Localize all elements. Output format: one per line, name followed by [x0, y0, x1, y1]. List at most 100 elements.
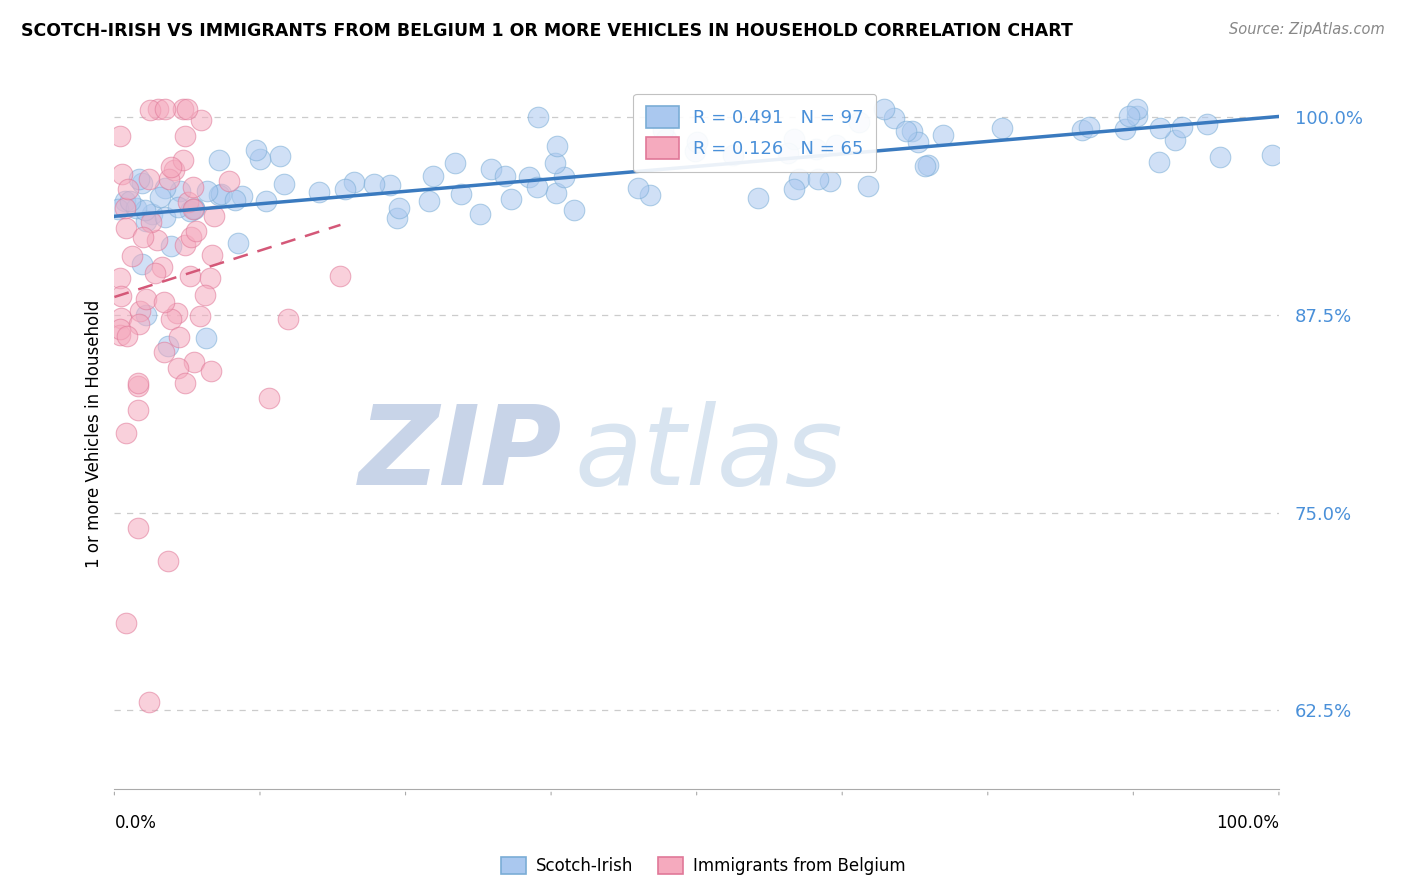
Point: [115, 221, 138, 235]
Point: [494, 169, 516, 183]
Point: [308, 185, 330, 199]
Point: [444, 156, 467, 170]
Point: [422, 169, 444, 184]
Point: [333, 182, 356, 196]
Point: [114, 194, 136, 209]
Point: [120, 194, 142, 209]
Point: [804, 142, 827, 156]
Point: [172, 102, 194, 116]
Point: [114, 201, 136, 215]
Text: SCOTCH-IRISH VS IMMIGRANTS FROM BELGIUM 1 OR MORE VEHICLES IN HOUSEHOLD CORRELAT: SCOTCH-IRISH VS IMMIGRANTS FROM BELGIUM …: [21, 22, 1073, 40]
Point: [627, 181, 650, 195]
Point: [231, 189, 253, 203]
Point: [782, 182, 804, 196]
Point: [806, 172, 828, 186]
Point: [110, 322, 132, 336]
Point: [499, 192, 522, 206]
Text: 100.0%: 100.0%: [1216, 814, 1279, 832]
Point: [198, 271, 221, 285]
Point: [1149, 120, 1171, 135]
Point: [652, 123, 675, 137]
Point: [146, 233, 169, 247]
Point: [218, 174, 240, 188]
Point: [527, 110, 550, 124]
Point: [873, 102, 896, 116]
Point: [183, 201, 205, 215]
Point: [156, 339, 179, 353]
Point: [388, 201, 411, 215]
Point: [138, 172, 160, 186]
Point: [176, 102, 198, 116]
Point: [468, 207, 491, 221]
Point: [117, 182, 139, 196]
Point: [901, 124, 924, 138]
Point: [127, 379, 149, 393]
Point: [127, 376, 149, 390]
Point: [1261, 147, 1284, 161]
Point: [110, 327, 132, 342]
Point: [160, 312, 183, 326]
Point: [110, 128, 132, 143]
Point: [125, 201, 148, 215]
Point: [343, 175, 366, 189]
Point: [115, 426, 138, 441]
Point: [180, 230, 202, 244]
Point: [201, 248, 224, 262]
Point: [208, 187, 231, 202]
Point: [450, 186, 472, 201]
Point: [131, 257, 153, 271]
Point: [818, 173, 841, 187]
Point: [135, 214, 157, 228]
Point: [858, 179, 880, 194]
Point: [129, 303, 152, 318]
Point: [160, 160, 183, 174]
Point: [188, 309, 211, 323]
Point: [778, 145, 800, 160]
Point: [273, 177, 295, 191]
Point: [202, 209, 225, 223]
Point: [1147, 155, 1170, 169]
Point: [226, 235, 249, 250]
Point: [896, 124, 918, 138]
Point: [1197, 117, 1219, 131]
Point: [517, 169, 540, 184]
Point: [914, 159, 936, 173]
Point: [110, 310, 132, 325]
Point: [163, 163, 186, 178]
Point: [329, 269, 352, 284]
Point: [1126, 109, 1149, 123]
Point: [685, 135, 707, 149]
Point: [149, 190, 172, 204]
Point: [277, 311, 299, 326]
Point: [174, 129, 197, 144]
Point: [254, 194, 277, 208]
Point: [150, 260, 173, 274]
Point: [146, 102, 169, 116]
Point: [128, 172, 150, 186]
Point: [907, 136, 929, 150]
Point: [134, 203, 156, 218]
Point: [195, 331, 218, 345]
Point: [1070, 123, 1092, 137]
Point: [917, 158, 939, 172]
Point: [209, 187, 232, 202]
Point: [418, 194, 440, 209]
Point: [167, 330, 190, 344]
Point: [110, 271, 132, 285]
Point: [169, 184, 191, 198]
Point: [638, 188, 661, 202]
Point: [179, 269, 201, 284]
Point: [257, 391, 280, 405]
Point: [783, 131, 806, 145]
Point: [1164, 132, 1187, 146]
Text: Source: ZipAtlas.com: Source: ZipAtlas.com: [1229, 22, 1385, 37]
Point: [128, 318, 150, 332]
Point: [153, 102, 176, 116]
Point: [190, 112, 212, 127]
Point: [127, 521, 149, 535]
Point: [1209, 150, 1232, 164]
Point: [107, 202, 129, 216]
Point: [245, 143, 267, 157]
Point: [135, 308, 157, 322]
Point: [200, 364, 222, 378]
